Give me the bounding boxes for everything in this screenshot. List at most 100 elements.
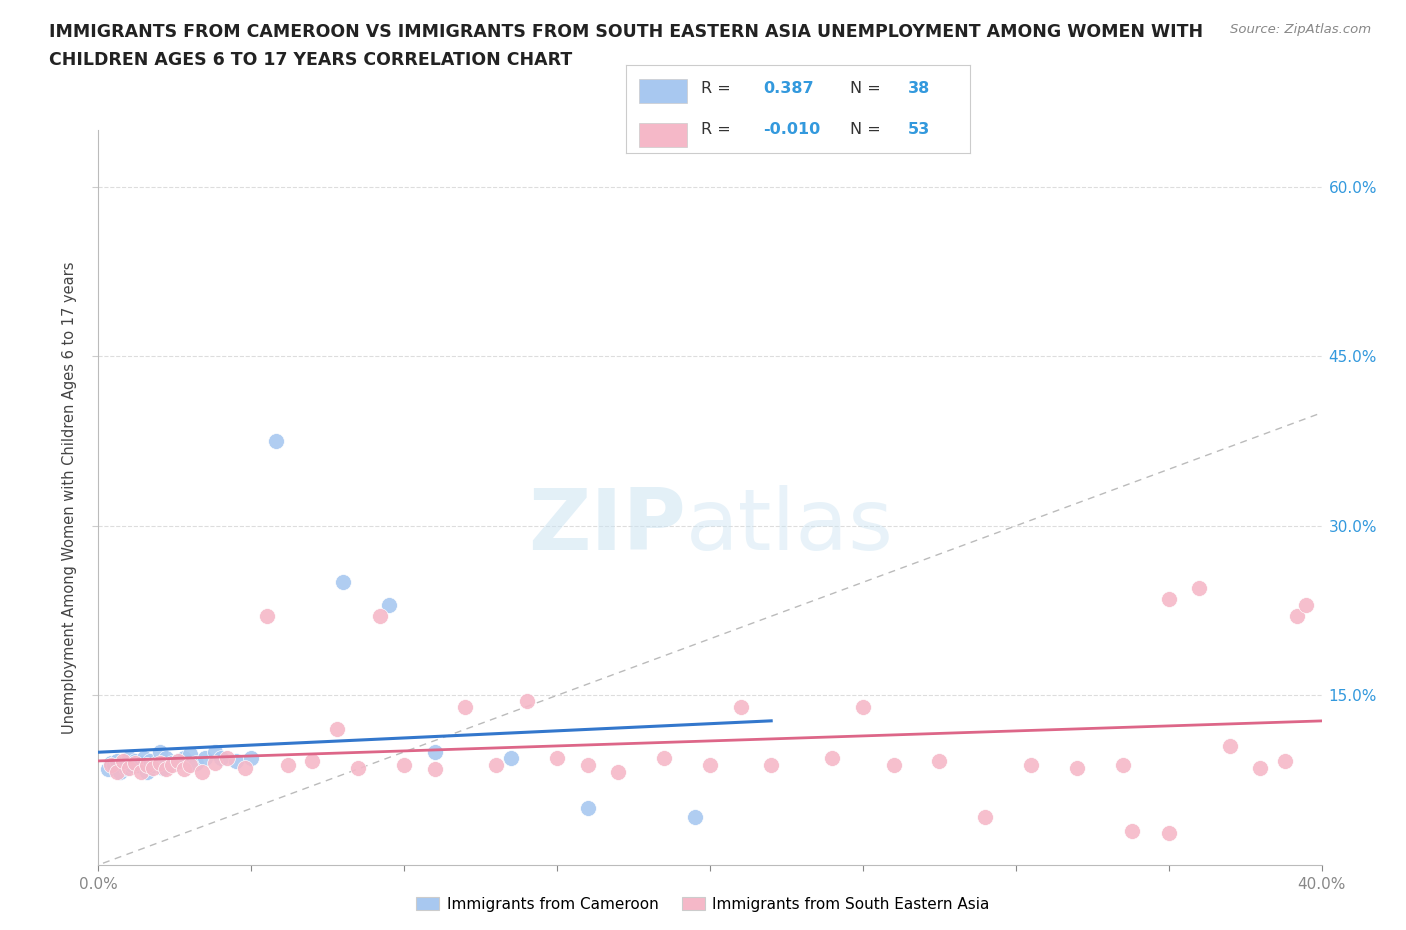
- Point: [124, 753, 146, 768]
- Point: [142, 758, 165, 773]
- Point: [607, 764, 630, 779]
- Point: [1019, 758, 1042, 773]
- Point: [576, 758, 599, 773]
- Point: [191, 764, 214, 779]
- Point: [215, 751, 238, 765]
- Point: [485, 758, 508, 773]
- Point: [139, 753, 162, 768]
- Point: [516, 694, 538, 709]
- Point: [129, 764, 152, 779]
- Point: [142, 760, 165, 775]
- Point: [1066, 760, 1088, 775]
- Point: [332, 575, 354, 590]
- Point: [392, 758, 416, 773]
- Point: [173, 751, 195, 765]
- Point: [1219, 738, 1241, 753]
- Point: [277, 758, 299, 773]
- Point: [124, 756, 146, 771]
- Point: [100, 756, 122, 771]
- Point: [155, 762, 177, 777]
- Point: [1157, 826, 1180, 841]
- Point: [1112, 758, 1135, 773]
- Point: [974, 810, 997, 825]
- Point: [173, 762, 195, 777]
- Y-axis label: Unemployment Among Women with Children Ages 6 to 17 years: Unemployment Among Women with Children A…: [62, 261, 77, 734]
- Point: [111, 756, 134, 771]
- Bar: [640, 79, 686, 103]
- Point: [454, 699, 477, 714]
- Point: [928, 753, 950, 768]
- Point: [118, 760, 141, 775]
- Point: [852, 699, 875, 714]
- Text: N =: N =: [849, 82, 880, 97]
- Point: [118, 751, 141, 765]
- Point: [145, 756, 167, 771]
- Point: [1286, 609, 1309, 624]
- Point: [264, 433, 287, 448]
- Point: [105, 764, 128, 779]
- Text: Source: ZipAtlas.com: Source: ZipAtlas.com: [1230, 23, 1371, 36]
- Text: atlas: atlas: [686, 485, 894, 568]
- Point: [423, 744, 446, 759]
- Point: [105, 753, 128, 768]
- Point: [152, 760, 174, 775]
- Point: [209, 751, 232, 765]
- Text: R =: R =: [702, 82, 731, 97]
- Bar: [640, 123, 686, 147]
- Point: [136, 758, 159, 773]
- Point: [167, 753, 190, 768]
- Point: [179, 758, 201, 773]
- Point: [501, 751, 523, 765]
- Point: [149, 744, 172, 759]
- Point: [1274, 753, 1296, 768]
- Point: [97, 762, 120, 777]
- Point: [121, 758, 143, 773]
- Point: [160, 758, 183, 773]
- Point: [378, 597, 401, 612]
- Point: [1157, 591, 1180, 606]
- Text: ZIP: ZIP: [527, 485, 686, 568]
- Point: [100, 758, 122, 773]
- Point: [115, 753, 138, 768]
- Text: 38: 38: [908, 82, 931, 97]
- Point: [883, 758, 905, 773]
- Text: CHILDREN AGES 6 TO 17 YEARS CORRELATION CHART: CHILDREN AGES 6 TO 17 YEARS CORRELATION …: [49, 51, 572, 69]
- Text: R =: R =: [702, 122, 731, 137]
- Point: [225, 753, 247, 768]
- Point: [204, 756, 226, 771]
- Point: [576, 801, 599, 816]
- Text: N =: N =: [849, 122, 880, 137]
- Point: [115, 760, 138, 775]
- Point: [108, 764, 131, 779]
- Point: [301, 753, 323, 768]
- Point: [683, 810, 706, 825]
- Point: [233, 760, 256, 775]
- Point: [423, 762, 446, 777]
- Point: [127, 758, 149, 773]
- Text: -0.010: -0.010: [763, 122, 821, 137]
- Point: [129, 756, 152, 771]
- Point: [347, 760, 370, 775]
- Legend: Immigrants from Cameroon, Immigrants from South Eastern Asia: Immigrants from Cameroon, Immigrants fro…: [411, 890, 995, 918]
- Text: IMMIGRANTS FROM CAMEROON VS IMMIGRANTS FROM SOUTH EASTERN ASIA UNEMPLOYMENT AMON: IMMIGRANTS FROM CAMEROON VS IMMIGRANTS F…: [49, 23, 1204, 41]
- Point: [821, 751, 844, 765]
- Point: [759, 758, 782, 773]
- Point: [186, 756, 208, 771]
- Point: [1249, 760, 1271, 775]
- Point: [326, 722, 349, 737]
- Point: [546, 751, 568, 765]
- Point: [368, 609, 391, 624]
- Point: [240, 751, 263, 765]
- Point: [1295, 597, 1317, 612]
- Point: [652, 751, 675, 765]
- Point: [155, 751, 177, 765]
- Point: [1188, 580, 1211, 595]
- Point: [111, 753, 134, 768]
- Point: [1121, 824, 1143, 839]
- Point: [149, 756, 172, 771]
- Point: [167, 753, 190, 768]
- Point: [134, 751, 156, 765]
- Point: [730, 699, 752, 714]
- Point: [699, 758, 721, 773]
- Point: [194, 751, 217, 765]
